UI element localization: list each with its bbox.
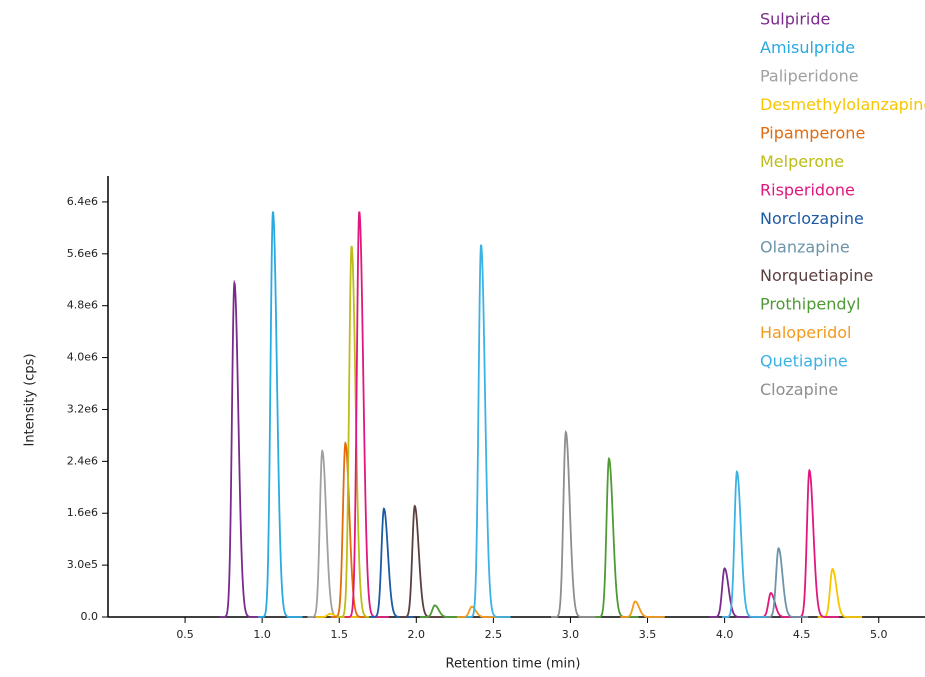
legend-entry: Haloperidol	[760, 323, 851, 342]
x-tick-label: 2.0	[408, 628, 426, 641]
peak	[344, 211, 389, 618]
legend-entry: Risperidone	[760, 181, 855, 200]
y-tick-label: 4.0e6	[67, 351, 98, 364]
legend-entry: Norquetiapine	[760, 266, 873, 285]
y-axis-title: Intensity (cps)	[23, 353, 38, 446]
peak	[466, 244, 511, 618]
legend-entry: Pipamperone	[760, 124, 865, 143]
peak	[258, 211, 303, 618]
legend-entry: Quetiapine	[760, 352, 848, 371]
x-tick-label: 3.0	[562, 628, 580, 641]
legend-entry: Clozapine	[760, 380, 838, 399]
legend-entry: Paliperidone	[760, 67, 859, 86]
y-tick-label: 3.2e6	[67, 402, 98, 415]
x-tick-label: 5.0	[870, 628, 888, 641]
legend-entry: Melperone	[760, 152, 844, 171]
peak	[457, 605, 502, 618]
peak	[763, 547, 809, 618]
peak	[620, 600, 665, 618]
peak	[219, 279, 264, 618]
y-tick-label: 2.4e6	[67, 454, 98, 467]
legend-entry: Desmethylolanzapine	[760, 95, 925, 114]
x-tick-label: 1.0	[253, 628, 271, 641]
x-tick-label: 4.5	[793, 628, 811, 641]
x-tick-label: 4.0	[716, 628, 734, 641]
y-tick-label: 0.0	[81, 610, 99, 623]
peak	[756, 592, 801, 618]
peak	[551, 430, 596, 618]
peak	[794, 468, 839, 618]
legend-entry: Norclozapine	[760, 209, 864, 228]
peak	[369, 507, 414, 618]
peak	[399, 504, 445, 618]
y-tick-label: 6.4e6	[67, 195, 98, 208]
legend-entry: Sulpiride	[760, 10, 830, 29]
peak	[709, 567, 755, 618]
x-tick-label: 3.5	[639, 628, 657, 641]
x-tick-label: 2.5	[485, 628, 503, 641]
y-tick-label: 1.6e6	[67, 506, 98, 519]
legend-entry: Prothipendyl	[760, 295, 860, 314]
y-tick-label: 3.0e5	[67, 558, 98, 571]
legend-entry: Amisulpride	[760, 38, 855, 57]
legend-entry: Olanzapine	[760, 238, 850, 257]
x-tick-label: 1.5	[330, 628, 348, 641]
peak	[817, 567, 863, 618]
x-tick-label: 0.5	[176, 628, 194, 641]
y-tick-label: 4.8e6	[67, 299, 98, 312]
peak	[594, 456, 639, 618]
peak	[722, 469, 767, 618]
peak	[336, 245, 382, 618]
y-tick-label: 5.6e6	[67, 247, 98, 260]
x-axis-title: Retention time (min)	[446, 657, 581, 672]
